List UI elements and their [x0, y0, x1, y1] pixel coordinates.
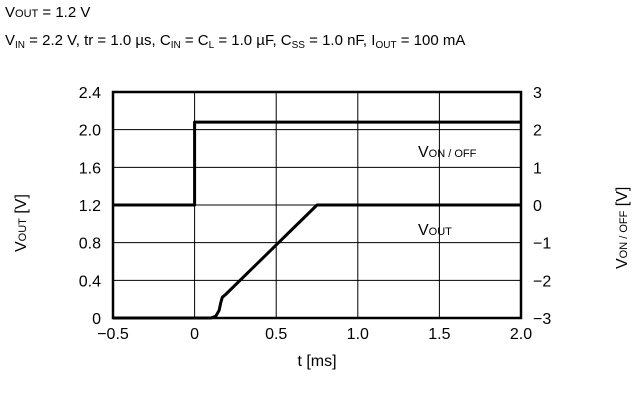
y-right-tick-label: 1 — [533, 160, 542, 177]
x-tick-label: 1.5 — [428, 326, 450, 343]
condition-vout-subscript: OUT — [15, 8, 39, 20]
condition-text: = 2.2 V, tr = 1.0 µs, C — [25, 32, 171, 49]
x-tick-label: 2.0 — [510, 326, 532, 343]
x-tick-label: 0.5 — [265, 326, 287, 343]
y-left-axis-label: VOUT [V] — [13, 194, 30, 252]
condition-subscript: IN — [170, 40, 181, 51]
y-right-tick-label: 2 — [533, 123, 542, 140]
y-right-axis-label: VON / OFF [V] — [614, 187, 631, 269]
condition-text: = 100 mA — [396, 32, 466, 49]
x-tick-label: −0.5 — [97, 326, 129, 343]
condition-line-test-params: VIN = 2.2 V, tr = 1.0 µs, CIN = CL = 1.0… — [5, 32, 466, 51]
y-right-tick-label: 3 — [533, 85, 542, 102]
y-left-tick-label: 0.4 — [79, 273, 101, 290]
condition-vout-value: = 1.2 V — [38, 4, 91, 21]
y-right-tick-label: −2 — [533, 273, 551, 290]
y-left-tick-label: 2.4 — [79, 85, 101, 102]
condition-subscript: IN — [15, 40, 26, 51]
condition-subscript: SS — [291, 40, 305, 51]
y-right-tick-label: −3 — [533, 311, 551, 328]
condition-line-vout: VOUT = 1.2 V — [5, 4, 90, 21]
condition-text: V — [5, 32, 16, 49]
y-left-tick-label: 1.2 — [79, 198, 101, 215]
x-axis-label: t [ms] — [297, 353, 336, 370]
condition-vout-symbol: V — [5, 4, 16, 21]
y-left-tick-label: 0 — [92, 311, 101, 328]
y-left-tick-label: 1.6 — [79, 160, 101, 177]
y-left-tick-label: 2.0 — [79, 123, 101, 140]
condition-subscript: L — [208, 40, 215, 51]
condition-text: = C — [180, 32, 209, 49]
condition-text: = 1.0 µF, C — [214, 32, 292, 49]
x-tick-label: 1.0 — [347, 326, 369, 343]
von-off-series-line — [113, 120, 521, 207]
y-right-tick-label: −1 — [533, 236, 551, 253]
von-off-series-label: VON / OFF — [418, 144, 477, 161]
vout-series-label: VOUT — [418, 222, 452, 239]
condition-subscript: OUT — [375, 40, 397, 51]
y-left-tick-label: 0.8 — [79, 236, 101, 253]
x-tick-label: 0 — [190, 326, 199, 343]
y-right-tick-label: 0 — [533, 198, 542, 215]
condition-text: = 1.0 nF, I — [304, 32, 376, 49]
vout-series-line — [113, 203, 521, 320]
